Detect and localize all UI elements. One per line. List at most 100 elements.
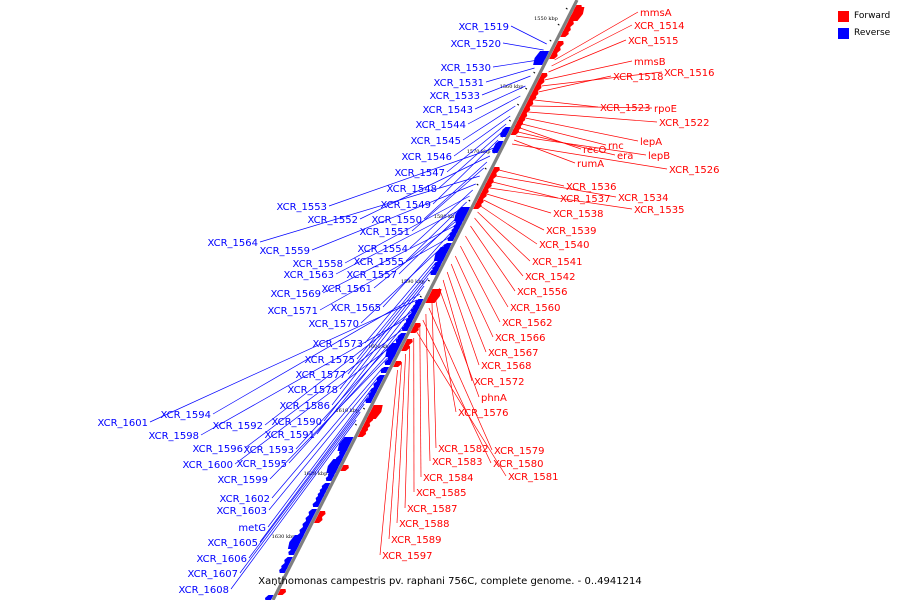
forward-gene-label[interactable]: XCR_1540 — [539, 240, 590, 251]
forward-gene[interactable] — [488, 173, 497, 179]
reverse-gene[interactable] — [539, 53, 549, 59]
reverse-gene[interactable] — [376, 375, 385, 381]
reverse-gene[interactable] — [437, 255, 446, 261]
forward-gene[interactable] — [483, 183, 492, 189]
forward-gene[interactable] — [532, 85, 542, 91]
reverse-gene-label[interactable]: XCR_1607 — [187, 569, 238, 580]
reverse-gene-label[interactable]: XCR_1606 — [196, 554, 247, 565]
reverse-gene[interactable] — [368, 391, 377, 397]
reverse-gene-label[interactable]: XCR_1559 — [259, 246, 310, 257]
forward-gene[interactable] — [340, 465, 349, 471]
reverse-gene[interactable] — [326, 459, 343, 473]
reverse-gene-label[interactable]: XCR_1550 — [371, 215, 422, 226]
reverse-gene[interactable] — [385, 343, 402, 357]
forward-gene-label[interactable]: XCR_1567 — [488, 348, 539, 359]
forward-gene-label[interactable]: rnc — [608, 141, 624, 152]
reverse-gene-label[interactable]: XCR_1519 — [458, 22, 509, 33]
forward-gene-label[interactable]: phnA — [481, 393, 507, 404]
forward-gene-label[interactable]: XCR_1515 — [628, 36, 679, 47]
reverse-gene[interactable] — [279, 567, 288, 573]
reverse-gene[interactable] — [491, 147, 501, 153]
forward-gene-label[interactable]: XCR_1597 — [382, 551, 433, 562]
forward-gene-label[interactable]: rumA — [577, 159, 604, 170]
forward-gene-label[interactable]: XCR_1537 — [560, 194, 611, 205]
reverse-gene[interactable] — [433, 247, 450, 261]
forward-gene-label[interactable]: XCR_1587 — [407, 504, 458, 515]
reverse-gene[interactable] — [365, 397, 374, 403]
forward-gene-label[interactable]: lepB — [648, 151, 670, 162]
reverse-gene-label[interactable]: XCR_1565 — [330, 303, 381, 314]
reverse-gene-label[interactable]: XCR_1591 — [264, 430, 315, 441]
forward-gene-label[interactable]: XCR_1582 — [438, 444, 489, 455]
forward-gene[interactable] — [549, 53, 558, 59]
forward-gene-label[interactable]: XCR_1583 — [432, 457, 483, 468]
reverse-gene-label[interactable]: XCR_1544 — [415, 120, 466, 131]
forward-gene[interactable] — [317, 511, 326, 517]
reverse-gene[interactable] — [302, 521, 311, 527]
forward-gene[interactable] — [277, 589, 287, 595]
forward-gene[interactable] — [314, 517, 323, 523]
forward-gene-label[interactable]: XCR_1538 — [553, 209, 604, 220]
reverse-gene-label[interactable]: XCR_1551 — [359, 227, 410, 238]
reverse-gene-label[interactable]: XCR_1564 — [207, 238, 258, 249]
reverse-gene-label[interactable]: XCR_1599 — [217, 475, 268, 486]
reverse-gene[interactable] — [373, 381, 382, 387]
forward-gene-label[interactable]: era — [617, 151, 633, 162]
forward-gene-label[interactable]: XCR_1585 — [416, 488, 467, 499]
reverse-gene-label[interactable]: XCR_1548 — [386, 184, 437, 195]
reverse-gene-label[interactable]: XCR_1558 — [292, 259, 343, 270]
forward-gene-label[interactable]: recO — [583, 145, 607, 156]
forward-gene-label[interactable]: lepA — [640, 137, 662, 148]
reverse-gene-label[interactable]: XCR_1600 — [182, 460, 233, 471]
forward-gene-label[interactable]: XCR_1588 — [399, 519, 450, 530]
reverse-gene-label[interactable]: XCR_1590 — [271, 417, 322, 428]
reverse-gene-label[interactable]: XCR_1533 — [429, 91, 480, 102]
reverse-gene-label[interactable]: XCR_1549 — [380, 200, 431, 211]
forward-gene[interactable] — [357, 431, 367, 437]
reverse-gene[interactable] — [284, 557, 293, 563]
forward-gene-label[interactable]: XCR_1535 — [634, 205, 685, 216]
reverse-gene[interactable] — [410, 307, 420, 313]
forward-gene[interactable] — [393, 361, 402, 367]
reverse-gene-label[interactable]: XCR_1531 — [433, 78, 484, 89]
forward-gene[interactable] — [510, 129, 520, 135]
forward-gene[interactable] — [538, 73, 548, 79]
forward-gene-label[interactable]: mmsA — [640, 8, 672, 19]
forward-gene[interactable] — [491, 167, 500, 173]
reverse-gene-label[interactable]: XCR_1594 — [160, 410, 211, 421]
reverse-gene[interactable] — [325, 475, 335, 481]
reverse-gene-label[interactable]: XCR_1605 — [207, 538, 258, 549]
reverse-gene-label[interactable]: XCR_1601 — [97, 418, 148, 429]
forward-gene[interactable] — [364, 417, 374, 423]
reverse-gene[interactable] — [338, 449, 348, 455]
reverse-gene-label[interactable]: XCR_1592 — [212, 421, 263, 432]
reverse-gene[interactable] — [299, 527, 308, 533]
reverse-gene[interactable] — [315, 495, 325, 501]
forward-gene-label[interactable]: XCR_1522 — [659, 118, 710, 129]
reverse-gene[interactable] — [430, 269, 439, 275]
reverse-gene-label[interactable]: XCR_1595 — [236, 459, 287, 470]
forward-gene-label[interactable]: XCR_1572 — [474, 377, 525, 388]
forward-gene-label[interactable]: rpoE — [654, 104, 677, 115]
forward-gene-label[interactable]: XCR_1589 — [391, 535, 442, 546]
forward-gene-label[interactable]: XCR_1584 — [423, 473, 474, 484]
reverse-gene[interactable] — [384, 359, 394, 365]
forward-gene-label[interactable]: XCR_1542 — [525, 272, 576, 283]
reverse-gene-label[interactable]: XCR_1520 — [450, 39, 501, 50]
reverse-gene-label[interactable]: XCR_1578 — [287, 385, 338, 396]
reverse-gene[interactable] — [288, 549, 297, 555]
forward-gene[interactable] — [521, 107, 531, 113]
reverse-gene-label[interactable]: XCR_1553 — [276, 202, 327, 213]
forward-gene[interactable] — [527, 95, 537, 101]
forward-gene-label[interactable]: XCR_1541 — [532, 257, 583, 268]
forward-gene-label[interactable]: XCR_1514 — [634, 21, 685, 32]
reverse-gene-label[interactable]: XCR_1598 — [148, 431, 199, 442]
reverse-gene[interactable] — [287, 535, 304, 549]
forward-gene[interactable] — [568, 15, 577, 21]
reverse-gene-label[interactable]: XCR_1545 — [410, 136, 461, 147]
reverse-gene-label[interactable]: XCR_1554 — [357, 244, 408, 255]
reverse-gene[interactable] — [337, 437, 354, 451]
forward-gene[interactable] — [401, 345, 410, 351]
forward-gene-label[interactable]: XCR_1580 — [493, 459, 544, 470]
reverse-gene[interactable] — [395, 337, 405, 343]
